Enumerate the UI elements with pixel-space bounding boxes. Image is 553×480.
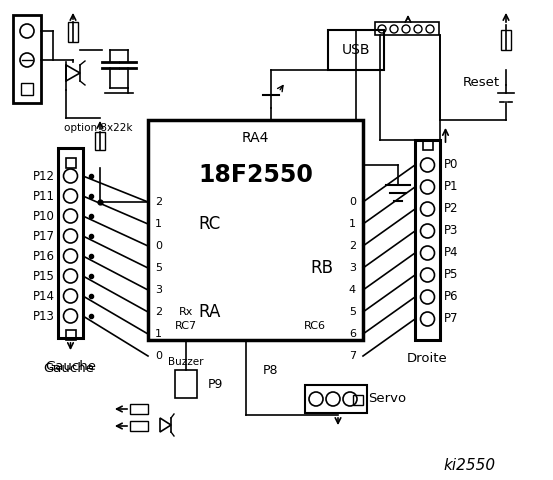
Text: RC6: RC6 xyxy=(304,321,326,331)
Text: P5: P5 xyxy=(444,268,458,281)
Text: P3: P3 xyxy=(444,225,458,238)
Bar xyxy=(422,140,432,150)
Bar xyxy=(353,395,363,405)
Text: P6: P6 xyxy=(444,290,458,303)
Bar xyxy=(13,15,41,103)
Text: 2: 2 xyxy=(155,307,162,317)
Text: 3: 3 xyxy=(155,285,162,295)
Bar xyxy=(501,30,511,50)
Bar xyxy=(130,404,148,414)
Text: 18F2550: 18F2550 xyxy=(198,163,313,187)
Bar xyxy=(328,30,384,70)
Bar xyxy=(175,370,197,398)
Text: 5: 5 xyxy=(155,263,162,273)
Text: Droite: Droite xyxy=(407,351,448,364)
Text: Gauche: Gauche xyxy=(43,361,94,374)
Text: P13: P13 xyxy=(33,310,55,323)
Text: Buzzer: Buzzer xyxy=(168,357,204,367)
Text: P8: P8 xyxy=(262,363,278,376)
Text: P12: P12 xyxy=(33,169,55,182)
Bar xyxy=(21,83,33,95)
Text: 1: 1 xyxy=(155,329,162,339)
Text: RB: RB xyxy=(310,259,333,277)
Text: Reset: Reset xyxy=(462,75,499,88)
Text: 1: 1 xyxy=(155,219,162,229)
Text: P16: P16 xyxy=(33,250,55,263)
Bar xyxy=(58,148,83,338)
Text: 4: 4 xyxy=(349,285,356,295)
Text: P9: P9 xyxy=(207,377,223,391)
Bar xyxy=(148,120,363,340)
Text: Servo: Servo xyxy=(368,393,406,406)
Text: option 8x22k: option 8x22k xyxy=(64,123,132,133)
Text: 0: 0 xyxy=(349,197,356,207)
Text: 5: 5 xyxy=(349,307,356,317)
Text: USB: USB xyxy=(342,43,371,57)
Text: Rx: Rx xyxy=(179,307,193,317)
Text: P0: P0 xyxy=(444,158,458,171)
Text: 0: 0 xyxy=(155,351,162,361)
Bar xyxy=(305,385,367,413)
Text: 1: 1 xyxy=(349,219,356,229)
Bar xyxy=(65,330,76,340)
Bar xyxy=(415,140,440,340)
Text: P2: P2 xyxy=(444,203,458,216)
Text: 7: 7 xyxy=(349,351,356,361)
Text: P15: P15 xyxy=(33,269,55,283)
Bar xyxy=(65,158,76,168)
Text: RA4: RA4 xyxy=(242,131,269,145)
Bar xyxy=(130,421,148,431)
Text: P10: P10 xyxy=(33,209,55,223)
Text: P1: P1 xyxy=(444,180,458,193)
Text: P7: P7 xyxy=(444,312,458,325)
Text: Gauche: Gauche xyxy=(45,360,96,372)
Bar xyxy=(95,132,105,150)
Bar xyxy=(68,22,78,42)
Text: 2: 2 xyxy=(349,241,356,251)
Text: RC7: RC7 xyxy=(175,321,197,331)
Bar xyxy=(375,22,439,35)
Text: P4: P4 xyxy=(444,247,458,260)
Text: ki2550: ki2550 xyxy=(444,457,496,472)
Text: 3: 3 xyxy=(349,263,356,273)
Text: P14: P14 xyxy=(33,289,55,302)
Text: P17: P17 xyxy=(33,229,55,242)
Text: RA: RA xyxy=(198,303,221,321)
Text: 0: 0 xyxy=(155,241,162,251)
Text: 2: 2 xyxy=(155,197,162,207)
Text: RC: RC xyxy=(198,215,220,233)
Text: P11: P11 xyxy=(33,190,55,203)
Text: 6: 6 xyxy=(349,329,356,339)
